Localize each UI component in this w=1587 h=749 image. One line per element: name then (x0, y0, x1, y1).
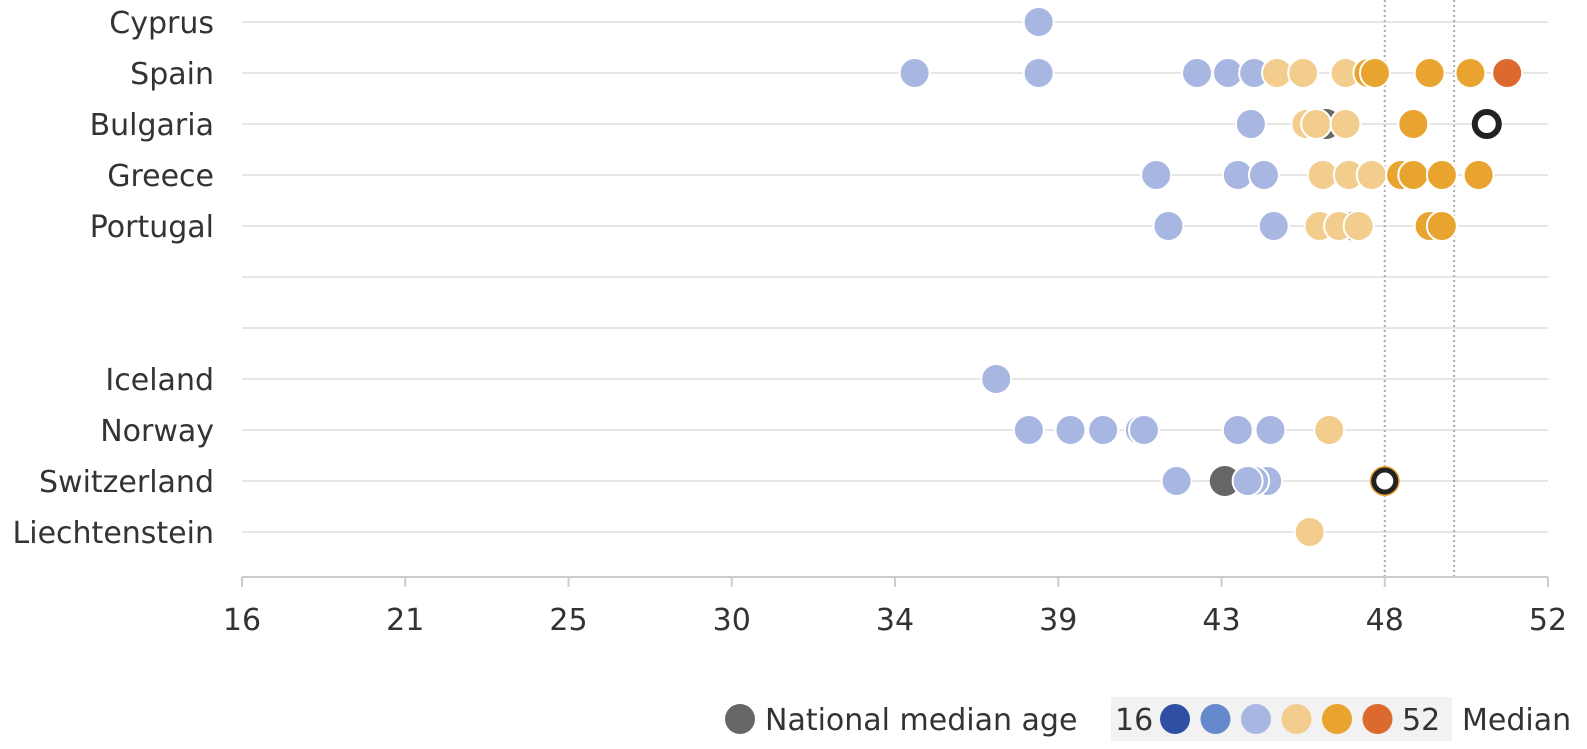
data-points (898, 6, 1524, 548)
data-point (1329, 108, 1362, 140)
data-point (1234, 108, 1267, 140)
category-label: Bulgaria (90, 108, 214, 143)
data-point (1342, 210, 1375, 242)
data-point (1293, 516, 1326, 548)
data-point (1300, 108, 1333, 140)
highlighted-point (1471, 109, 1502, 139)
data-point (1152, 210, 1185, 242)
legend-scale-min: 16 (1115, 703, 1153, 738)
data-point (1160, 465, 1193, 497)
legend-national-swatch (725, 704, 755, 734)
x-tick-label: 52 (1529, 603, 1567, 638)
category-label: Cyprus (109, 6, 214, 41)
national-median-point (1209, 466, 1240, 496)
data-point (1231, 465, 1264, 497)
data-point (1454, 57, 1487, 89)
category-label: Spain (130, 57, 214, 92)
highlighted-point (1371, 467, 1399, 495)
data-point (1181, 57, 1214, 89)
data-point (1425, 210, 1458, 242)
data-point (1313, 414, 1346, 446)
data-point (1247, 159, 1280, 191)
data-point (1413, 57, 1446, 89)
category-label: Iceland (105, 363, 214, 398)
data-point (1287, 57, 1320, 89)
legend-scale-swatch (1362, 704, 1393, 734)
legend-scale-swatch (1160, 704, 1190, 734)
data-point (1397, 108, 1430, 140)
data-point (1221, 414, 1254, 446)
legend-national-label: National median age (765, 703, 1077, 738)
x-tick-label: 21 (386, 603, 424, 638)
data-point (1054, 414, 1087, 446)
data-point (980, 363, 1013, 395)
data-point (1012, 414, 1045, 446)
x-tick-label: 48 (1366, 603, 1404, 638)
data-point (1462, 159, 1495, 191)
data-point (898, 57, 931, 89)
data-point (1127, 414, 1160, 446)
data-point (1140, 159, 1173, 191)
legend-scale-swatch (1281, 704, 1312, 734)
category-label: Switzerland (39, 465, 214, 500)
data-point (1355, 159, 1388, 191)
legend-scale-swatch (1322, 704, 1352, 734)
category-label: Norway (100, 414, 214, 449)
x-tick-label: 34 (876, 603, 914, 638)
data-point (1022, 6, 1055, 38)
x-tick-label: 16 (223, 603, 261, 638)
category-label: Portugal (90, 210, 214, 245)
data-point (1087, 414, 1120, 446)
legend-scale-max: 52 (1402, 703, 1440, 738)
category-labels: Cyprus Spain Bulgaria Greece Portugal Iceland… (13, 6, 214, 551)
category-label: Liechtenstein (13, 516, 214, 551)
x-tick-label: 30 (713, 603, 751, 638)
legend: National median age 16 52 Median (725, 697, 1571, 741)
legend-scale-swatch (1200, 704, 1231, 734)
x-axis: 16 21 25 30 34 39 43 48 52 (223, 576, 1567, 638)
gridlines (242, 21, 1548, 533)
data-point (1254, 414, 1287, 446)
data-point (1022, 57, 1055, 89)
data-point (1358, 57, 1391, 89)
legend-scale-label: Median (1462, 703, 1571, 738)
x-tick-label: 25 (549, 603, 587, 638)
x-tick-label: 43 (1202, 603, 1240, 638)
data-point (1397, 159, 1430, 191)
data-point (1491, 57, 1524, 89)
x-tick-label: 39 (1039, 603, 1077, 638)
legend-scale-swatch (1241, 704, 1271, 734)
category-label: Greece (107, 159, 214, 194)
data-point (1425, 159, 1458, 191)
data-point (1257, 210, 1290, 242)
